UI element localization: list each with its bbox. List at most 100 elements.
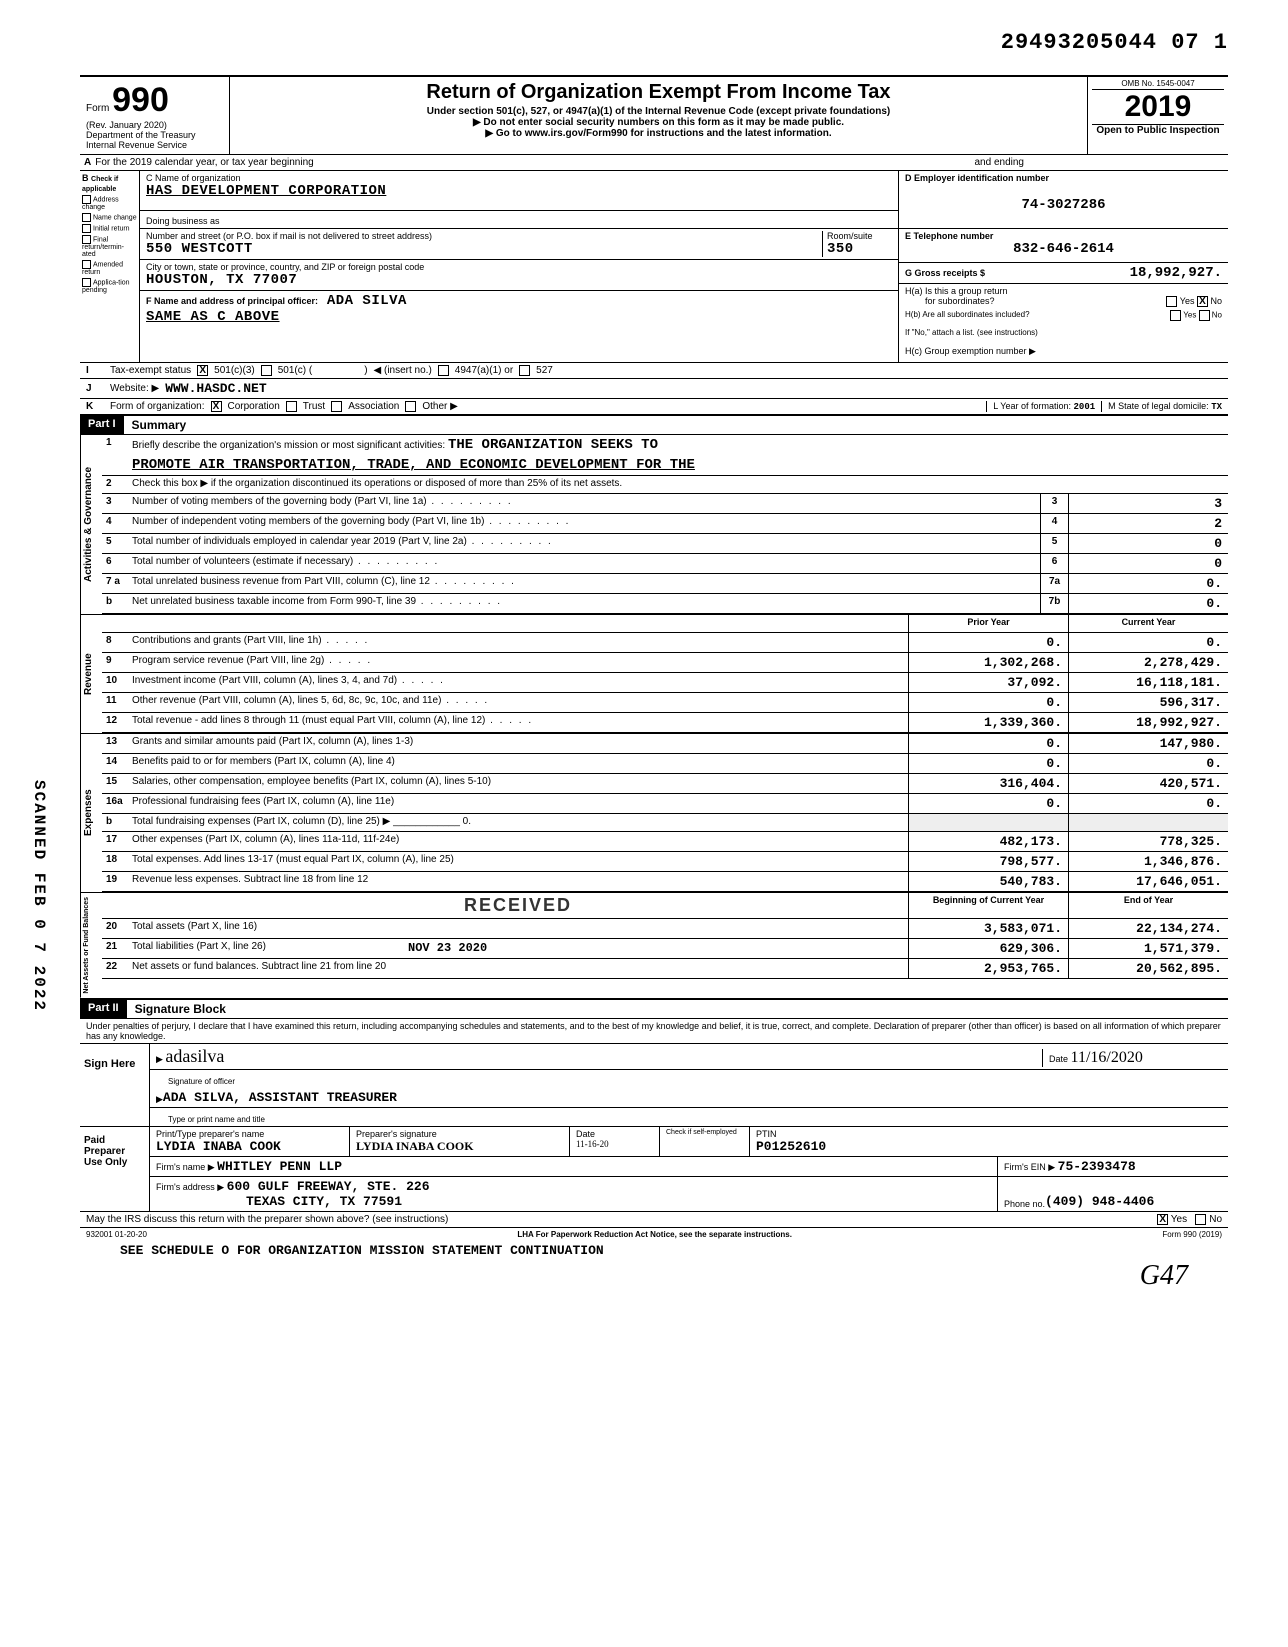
city-state-zip: HOUSTON, TX 77007 [146, 272, 892, 288]
summary-row: 16aProfessional fundraising fees (Part I… [102, 794, 1228, 814]
prep-signature: LYDIA INABA COOK [356, 1139, 563, 1154]
hdr-begin: Beginning of Current Year [908, 893, 1068, 918]
room-label: Room/suite [827, 231, 886, 241]
phone-label: E Telephone number [905, 231, 1222, 241]
officer-signature: adasilva [165, 1046, 224, 1066]
firm-addr-label: Firm's address ▶ [156, 1182, 224, 1192]
firm-addr: 600 GULF FREEWAY, STE. 226 [227, 1179, 430, 1194]
open-inspection: Open to Public Inspection [1092, 125, 1224, 136]
trust-checkbox[interactable] [286, 401, 297, 412]
discuss-yes-checkbox[interactable]: X [1157, 1214, 1168, 1225]
vert-netassets: Net Assets or Fund Balances [80, 893, 102, 998]
revenue-block: Revenue Prior Year Current Year 8Contrib… [80, 615, 1228, 734]
501c3-checkbox[interactable]: X [197, 365, 208, 376]
opt-corp: Corporation [228, 401, 280, 412]
col-b-checkbox-item[interactable]: Applica-tion pending [82, 278, 137, 294]
sig-date: 11/16/2020 [1071, 1049, 1143, 1066]
net-assets-block: Net Assets or Fund Balances RECEIVED Beg… [80, 893, 1228, 999]
discuss-row: May the IRS discuss this return with the… [80, 1212, 1228, 1228]
col-b-checkbox-item[interactable]: Address change [82, 195, 137, 211]
firm-phone: (409) 948-4406 [1045, 1194, 1154, 1209]
org-name: HAS DEVELOPMENT CORPORATION [146, 183, 892, 199]
year-box: OMB No. 1545-0047 2019 Open to Public In… [1088, 77, 1228, 154]
rows-ijk: I Tax-exempt status X 501(c)(3) 501(c) (… [80, 363, 1228, 415]
footer-code: 932001 01-20-20 [86, 1230, 147, 1239]
opt-501c3: 501(c)(3) [214, 365, 255, 376]
opt-501c: 501(c) ( [278, 365, 312, 376]
summary-row: 17Other expenses (Part IX, column (A), l… [102, 832, 1228, 852]
summary-row: 8Contributions and grants (Part VIII, li… [102, 633, 1228, 653]
ptin-label: PTIN [756, 1129, 1222, 1139]
tax-year: 2019 [1092, 90, 1224, 125]
col-b-checkbox-item[interactable]: Amended return [82, 260, 137, 276]
summary-row: 10Investment income (Part VIII, column (… [102, 673, 1228, 693]
summary-row: 12Total revenue - add lines 8 through 11… [102, 713, 1228, 733]
sign-here-label: Sign Here [80, 1044, 150, 1126]
hb-note: If "No," attach a list. (see instruction… [899, 326, 1228, 344]
section-bcd: B Check if applicable Address changeName… [80, 171, 1228, 363]
row-a: A For the 2019 calendar year, or tax yea… [80, 155, 1228, 171]
footer-continuation: SEE SCHEDULE O FOR ORGANIZATION MISSION … [80, 1241, 1228, 1260]
part1-header: Part I [80, 416, 124, 434]
vert-activities: Activities & Governance [80, 435, 102, 614]
title-box: Return of Organization Exempt From Incom… [230, 77, 1088, 154]
handwritten-mark: G47 [80, 1260, 1228, 1292]
col-b: B Check if applicable Address changeName… [80, 171, 140, 362]
opt-assoc: Association [348, 401, 399, 412]
summary-row: 22Net assets or fund balances. Subtract … [102, 959, 1228, 979]
col-b-header: B [82, 173, 89, 183]
opt-4947: 4947(a)(1) or [455, 365, 513, 376]
summary-row: 4Number of independent voting members of… [102, 514, 1228, 534]
ha-label2: for subordinates? [925, 296, 995, 306]
501c-checkbox[interactable] [261, 365, 272, 376]
4947-checkbox[interactable] [438, 365, 449, 376]
ha-no-checkbox[interactable]: X [1197, 296, 1208, 307]
col-c: C Name of organization HAS DEVELOPMENT C… [140, 171, 898, 362]
hb-no-checkbox[interactable] [1199, 310, 1210, 321]
arrow-line-2: ▶ Go to www.irs.gov/Form990 for instruct… [238, 128, 1079, 139]
summary-row: 9Program service revenue (Part VIII, lin… [102, 653, 1228, 673]
part2-header-row: Part II Signature Block [80, 999, 1228, 1019]
footer-note: 932001 01-20-20 LHA For Paperwork Reduct… [80, 1228, 1228, 1241]
row-a-text: For the 2019 calendar year, or tax year … [95, 157, 313, 168]
form-subtitle: Under section 501(c), 527, or 4947(a)(1)… [238, 106, 1079, 117]
hc-label: H(c) Group exemption number ▶ [899, 344, 1228, 362]
row-i-text: Tax-exempt status [110, 365, 191, 376]
summary-row: 13Grants and similar amounts paid (Part … [102, 734, 1228, 754]
form-id-box: Form 990 (Rev. January 2020) Department … [80, 77, 230, 154]
other-checkbox[interactable] [405, 401, 416, 412]
summary-row: 18Total expenses. Add lines 13-17 (must … [102, 852, 1228, 872]
opt-other: Other ▶ [422, 401, 457, 412]
prep-date: 11-16-20 [576, 1139, 653, 1149]
line1-value: THE ORGANIZATION SEEKS TO [448, 437, 658, 453]
corp-checkbox[interactable]: X [211, 401, 222, 412]
opt-insert: ◀ (insert no.) [374, 365, 432, 376]
row-i-label: I [86, 365, 104, 376]
assoc-checkbox[interactable] [331, 401, 342, 412]
form-number: 990 [112, 81, 169, 119]
part2-header: Part II [80, 1000, 127, 1018]
opt-trust: Trust [303, 401, 325, 412]
ein-value: 74-3027286 [905, 197, 1222, 213]
summary-row: 3Number of voting members of the governi… [102, 494, 1228, 514]
prep-sig-label: Preparer's signature [356, 1129, 563, 1139]
received-stamp: RECEIVED [132, 895, 904, 916]
summary-row: bNet unrelated business taxable income f… [102, 594, 1228, 614]
527-checkbox[interactable] [519, 365, 530, 376]
col-d: D Employer identification number 74-3027… [898, 171, 1228, 362]
name-label: Type or print name and title [168, 1115, 265, 1124]
officer-print-name: ADA SILVA, ASSISTANT TREASURER [163, 1090, 397, 1105]
discuss-text: May the IRS discuss this return with the… [86, 1214, 448, 1225]
preparer-label: Paid Preparer Use Only [80, 1127, 150, 1211]
col-b-checkbox-item[interactable]: Final return/termin-ated [82, 235, 137, 258]
col-b-checkbox-item[interactable]: Name change [82, 213, 137, 222]
ha-yes-checkbox[interactable] [1166, 296, 1177, 307]
discuss-no-checkbox[interactable] [1195, 1214, 1206, 1225]
firm-phone-label: Phone no. [1004, 1199, 1045, 1209]
hb-yes-checkbox[interactable] [1170, 310, 1181, 321]
col-b-checkbox-item[interactable]: Initial return [82, 224, 137, 233]
sig-label: Signature of officer [168, 1077, 235, 1086]
preparer-block: Paid Preparer Use Only Print/Type prepar… [80, 1127, 1228, 1212]
name-label: C Name of organization [146, 173, 886, 183]
row-j-text: Website: ▶ [110, 383, 159, 394]
